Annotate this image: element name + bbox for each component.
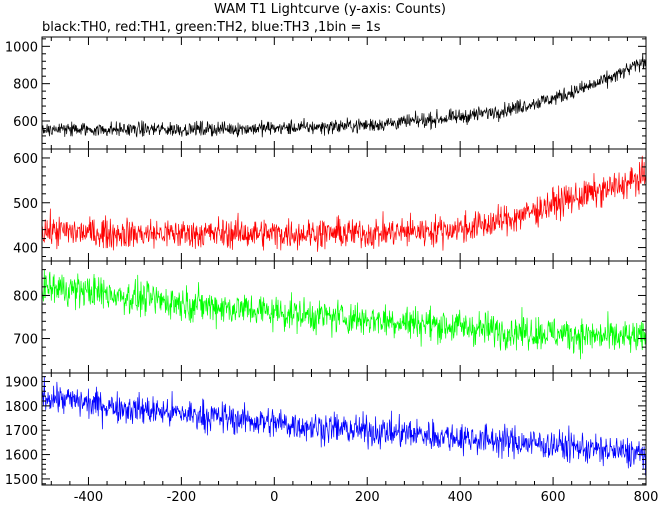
panel-frame-1 (41, 148, 647, 262)
panel-frame-0 (41, 36, 647, 150)
series-line-0 (42, 53, 646, 138)
y-tick-label: 1700 (5, 424, 38, 439)
y-tick-label: 1500 (5, 473, 38, 488)
x-tick-label: 0 (270, 490, 278, 505)
x-tick-label: -400 (74, 490, 104, 505)
panel-1: 400 500 600 (13, 148, 647, 262)
x-tick-label: 600 (541, 490, 566, 505)
x-axis: -400 -200 0 200 400 600 800 (74, 490, 659, 505)
y-tick-label: 1000 (5, 40, 38, 55)
series-line-1 (42, 155, 646, 252)
y-tick-label: 800 (13, 78, 38, 93)
series-line-3 (42, 376, 646, 476)
y-tick-label: 600 (13, 152, 38, 167)
y-tick-label: 1600 (5, 449, 38, 464)
chart-title: WAM T1 Lightcurve (y-axis: Counts) (214, 2, 446, 17)
y-tick-label: 1900 (5, 376, 38, 391)
panels: 600 800 1000 400 500 600 700 800 1500 1600 1700 180… (5, 36, 647, 488)
x-tick-label: -200 (167, 490, 197, 505)
panel-frame-3 (41, 372, 647, 486)
y-tick-label: 500 (13, 197, 38, 212)
x-tick-label: 800 (634, 490, 659, 505)
x-tick-label: 200 (355, 490, 380, 505)
panel-2: 700 800 (13, 260, 647, 374)
y-tick-label: 800 (13, 289, 38, 304)
chart-subtitle: black:TH0, red:TH1, green:TH2, blue:TH3 … (42, 20, 381, 35)
panel-frame-2 (41, 260, 647, 374)
panel-0: 600 800 1000 (5, 36, 647, 150)
y-tick-label: 1800 (5, 400, 38, 415)
y-tick-label: 700 (13, 333, 38, 348)
panel-3: 1500 1600 1700 1800 1900 (5, 372, 647, 488)
y-tick-label: 600 (13, 115, 38, 130)
y-tick-label: 400 (13, 242, 38, 257)
x-tick-label: 400 (448, 490, 473, 505)
series-line-2 (42, 269, 646, 360)
